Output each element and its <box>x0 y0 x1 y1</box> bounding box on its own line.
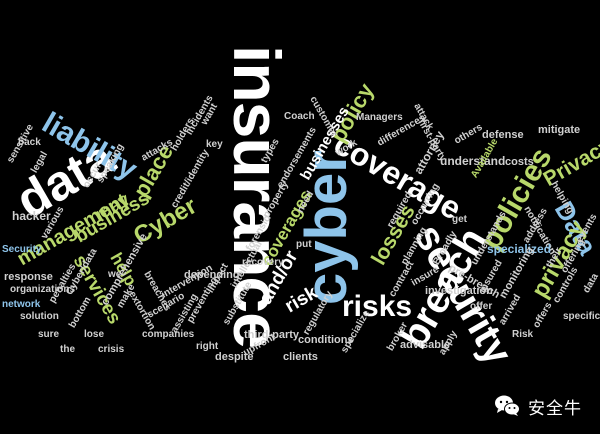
word-third-party: third-party <box>244 329 299 341</box>
word-security-small: Security <box>2 244 42 255</box>
word-coach: Coach <box>284 111 315 122</box>
word-crisis: crisis <box>98 344 125 355</box>
word-put: put <box>296 239 312 250</box>
wechat-icon <box>494 394 520 418</box>
word-conditions: conditions <box>298 334 354 346</box>
word-get: get <box>452 214 467 225</box>
word-managers: Managers <box>356 112 403 123</box>
word-bottom: bottom <box>67 295 94 330</box>
word-mitigate: mitigate <box>538 124 581 136</box>
word-organizations: organizations <box>10 284 76 295</box>
word-others: others <box>452 121 485 147</box>
watermark: 安全牛 <box>494 392 582 420</box>
word-right: right <box>196 341 219 352</box>
word-back: back <box>18 137 41 148</box>
word-investigation: investigation <box>425 285 493 297</box>
word-defense: defense <box>482 129 524 141</box>
word-we: we <box>108 269 122 280</box>
word-response: response <box>4 271 53 283</box>
word-key: key <box>206 139 223 150</box>
word-network: network <box>2 299 41 310</box>
word-hacker: hacker <box>12 209 51 223</box>
word-specific: specific <box>563 311 600 322</box>
watermark-text: 安全牛 <box>528 398 582 419</box>
word-the: the <box>60 344 75 355</box>
word-offer: offer <box>470 301 493 312</box>
word-lose: lose <box>84 329 105 340</box>
word-arrived: arrived <box>497 292 524 327</box>
word-sure: sure <box>38 329 60 340</box>
word-recovery: recovery <box>242 257 284 268</box>
word-clients: clients <box>283 351 318 363</box>
word-depending: depending <box>184 269 240 281</box>
word-offers: offers <box>531 300 555 330</box>
word-risk-small: Risk <box>512 329 534 340</box>
word-costs: costs <box>505 156 534 168</box>
word-risks: risks <box>342 290 413 323</box>
word-companies: companies <box>142 329 195 340</box>
word-data-small: data <box>581 271 600 295</box>
word-despite: despite <box>215 351 254 363</box>
word-understand: understand <box>440 154 506 168</box>
word-advisable: advisable <box>400 339 451 351</box>
word-specialized: specialized <box>487 242 552 256</box>
word-solution: solution <box>20 311 59 322</box>
